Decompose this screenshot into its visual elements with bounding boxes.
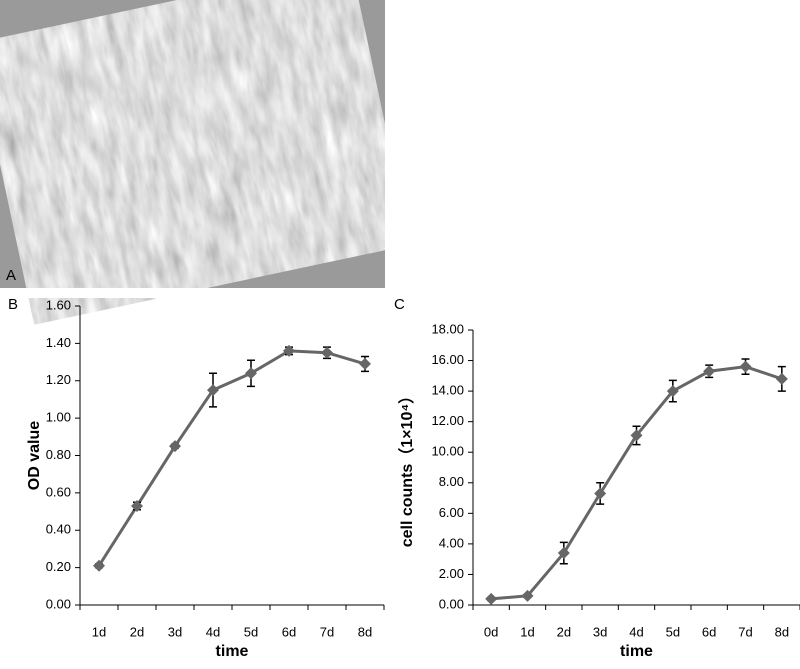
y-tick-label: 0.20 — [46, 559, 71, 574]
y-tick-label: 0.00 — [46, 596, 71, 611]
marker — [359, 357, 371, 370]
marker — [93, 559, 105, 572]
marker — [485, 592, 498, 605]
x-tick-label: 5d — [244, 624, 258, 639]
y-tick-label: 1.60 — [46, 297, 71, 312]
y-tick-label: 0.80 — [46, 447, 71, 462]
marker — [207, 384, 219, 397]
marker — [169, 440, 181, 453]
y-tick-label: 10.00 — [431, 444, 464, 459]
marker — [131, 499, 143, 512]
x-tick-label: 4d — [206, 624, 220, 639]
marker — [521, 589, 534, 602]
marker — [283, 344, 295, 357]
x-tick-label: 1d — [92, 624, 106, 639]
y-tick-label: 0.40 — [46, 522, 71, 537]
y-tick-label: 16.00 — [431, 352, 464, 367]
series-line — [491, 365, 783, 601]
panel-label: B — [8, 296, 18, 313]
series-line — [97, 349, 366, 567]
panel-label: A — [6, 267, 16, 284]
y-tick-label: 14.00 — [431, 383, 464, 398]
x-tick-label: 8d — [358, 624, 372, 639]
x-tick-label: 7d — [320, 624, 334, 639]
x-tick-label: 1d — [520, 624, 534, 639]
micrograph — [0, 0, 411, 325]
y-tick-label: 2.00 — [439, 566, 464, 581]
x-tick-label: 7d — [738, 624, 752, 639]
y-tick-label: 1.20 — [46, 372, 71, 387]
y-tick-label: 12.00 — [431, 413, 464, 428]
y-tick-label: 1.00 — [46, 410, 71, 425]
marker — [739, 360, 752, 373]
x-tick-label: 3d — [168, 624, 182, 639]
y-tick-label: 4.00 — [439, 535, 464, 550]
y-tick-label: 6.00 — [439, 505, 464, 520]
y-tick-label: 18.00 — [431, 321, 464, 336]
y-axis-label: OD value — [26, 421, 43, 490]
marker — [630, 429, 643, 442]
mask — [385, 0, 800, 290]
marker — [775, 372, 788, 385]
x-tick-label: 6d — [702, 624, 716, 639]
x-tick-label: 3d — [593, 624, 607, 639]
marker — [703, 365, 716, 378]
panel-label: C — [394, 296, 405, 313]
x-axis-label: time — [216, 643, 249, 660]
y-tick-label: 1.40 — [46, 335, 71, 350]
marker — [666, 385, 679, 398]
y-tick-label: 0.60 — [46, 484, 71, 499]
x-tick-label: 5d — [666, 624, 680, 639]
x-tick-label: 8d — [775, 624, 789, 639]
marker — [557, 547, 570, 560]
x-tick-label: 2d — [130, 624, 144, 639]
marker — [245, 367, 257, 380]
mask — [0, 288, 385, 298]
marker — [594, 487, 607, 500]
y-tick-label: 0.00 — [439, 596, 464, 611]
x-tick-label: 6d — [282, 624, 296, 639]
x-tick-label: 4d — [629, 624, 643, 639]
y-tick-label: 8.00 — [439, 474, 464, 489]
x-tick-label: 2d — [557, 624, 571, 639]
micrograph-texture — [0, 0, 411, 325]
y-axis-label: cell counts（1×10⁴） — [398, 388, 416, 548]
x-axis-label: time — [620, 643, 653, 660]
x-tick-label: 0d — [484, 624, 498, 639]
marker — [321, 346, 333, 359]
